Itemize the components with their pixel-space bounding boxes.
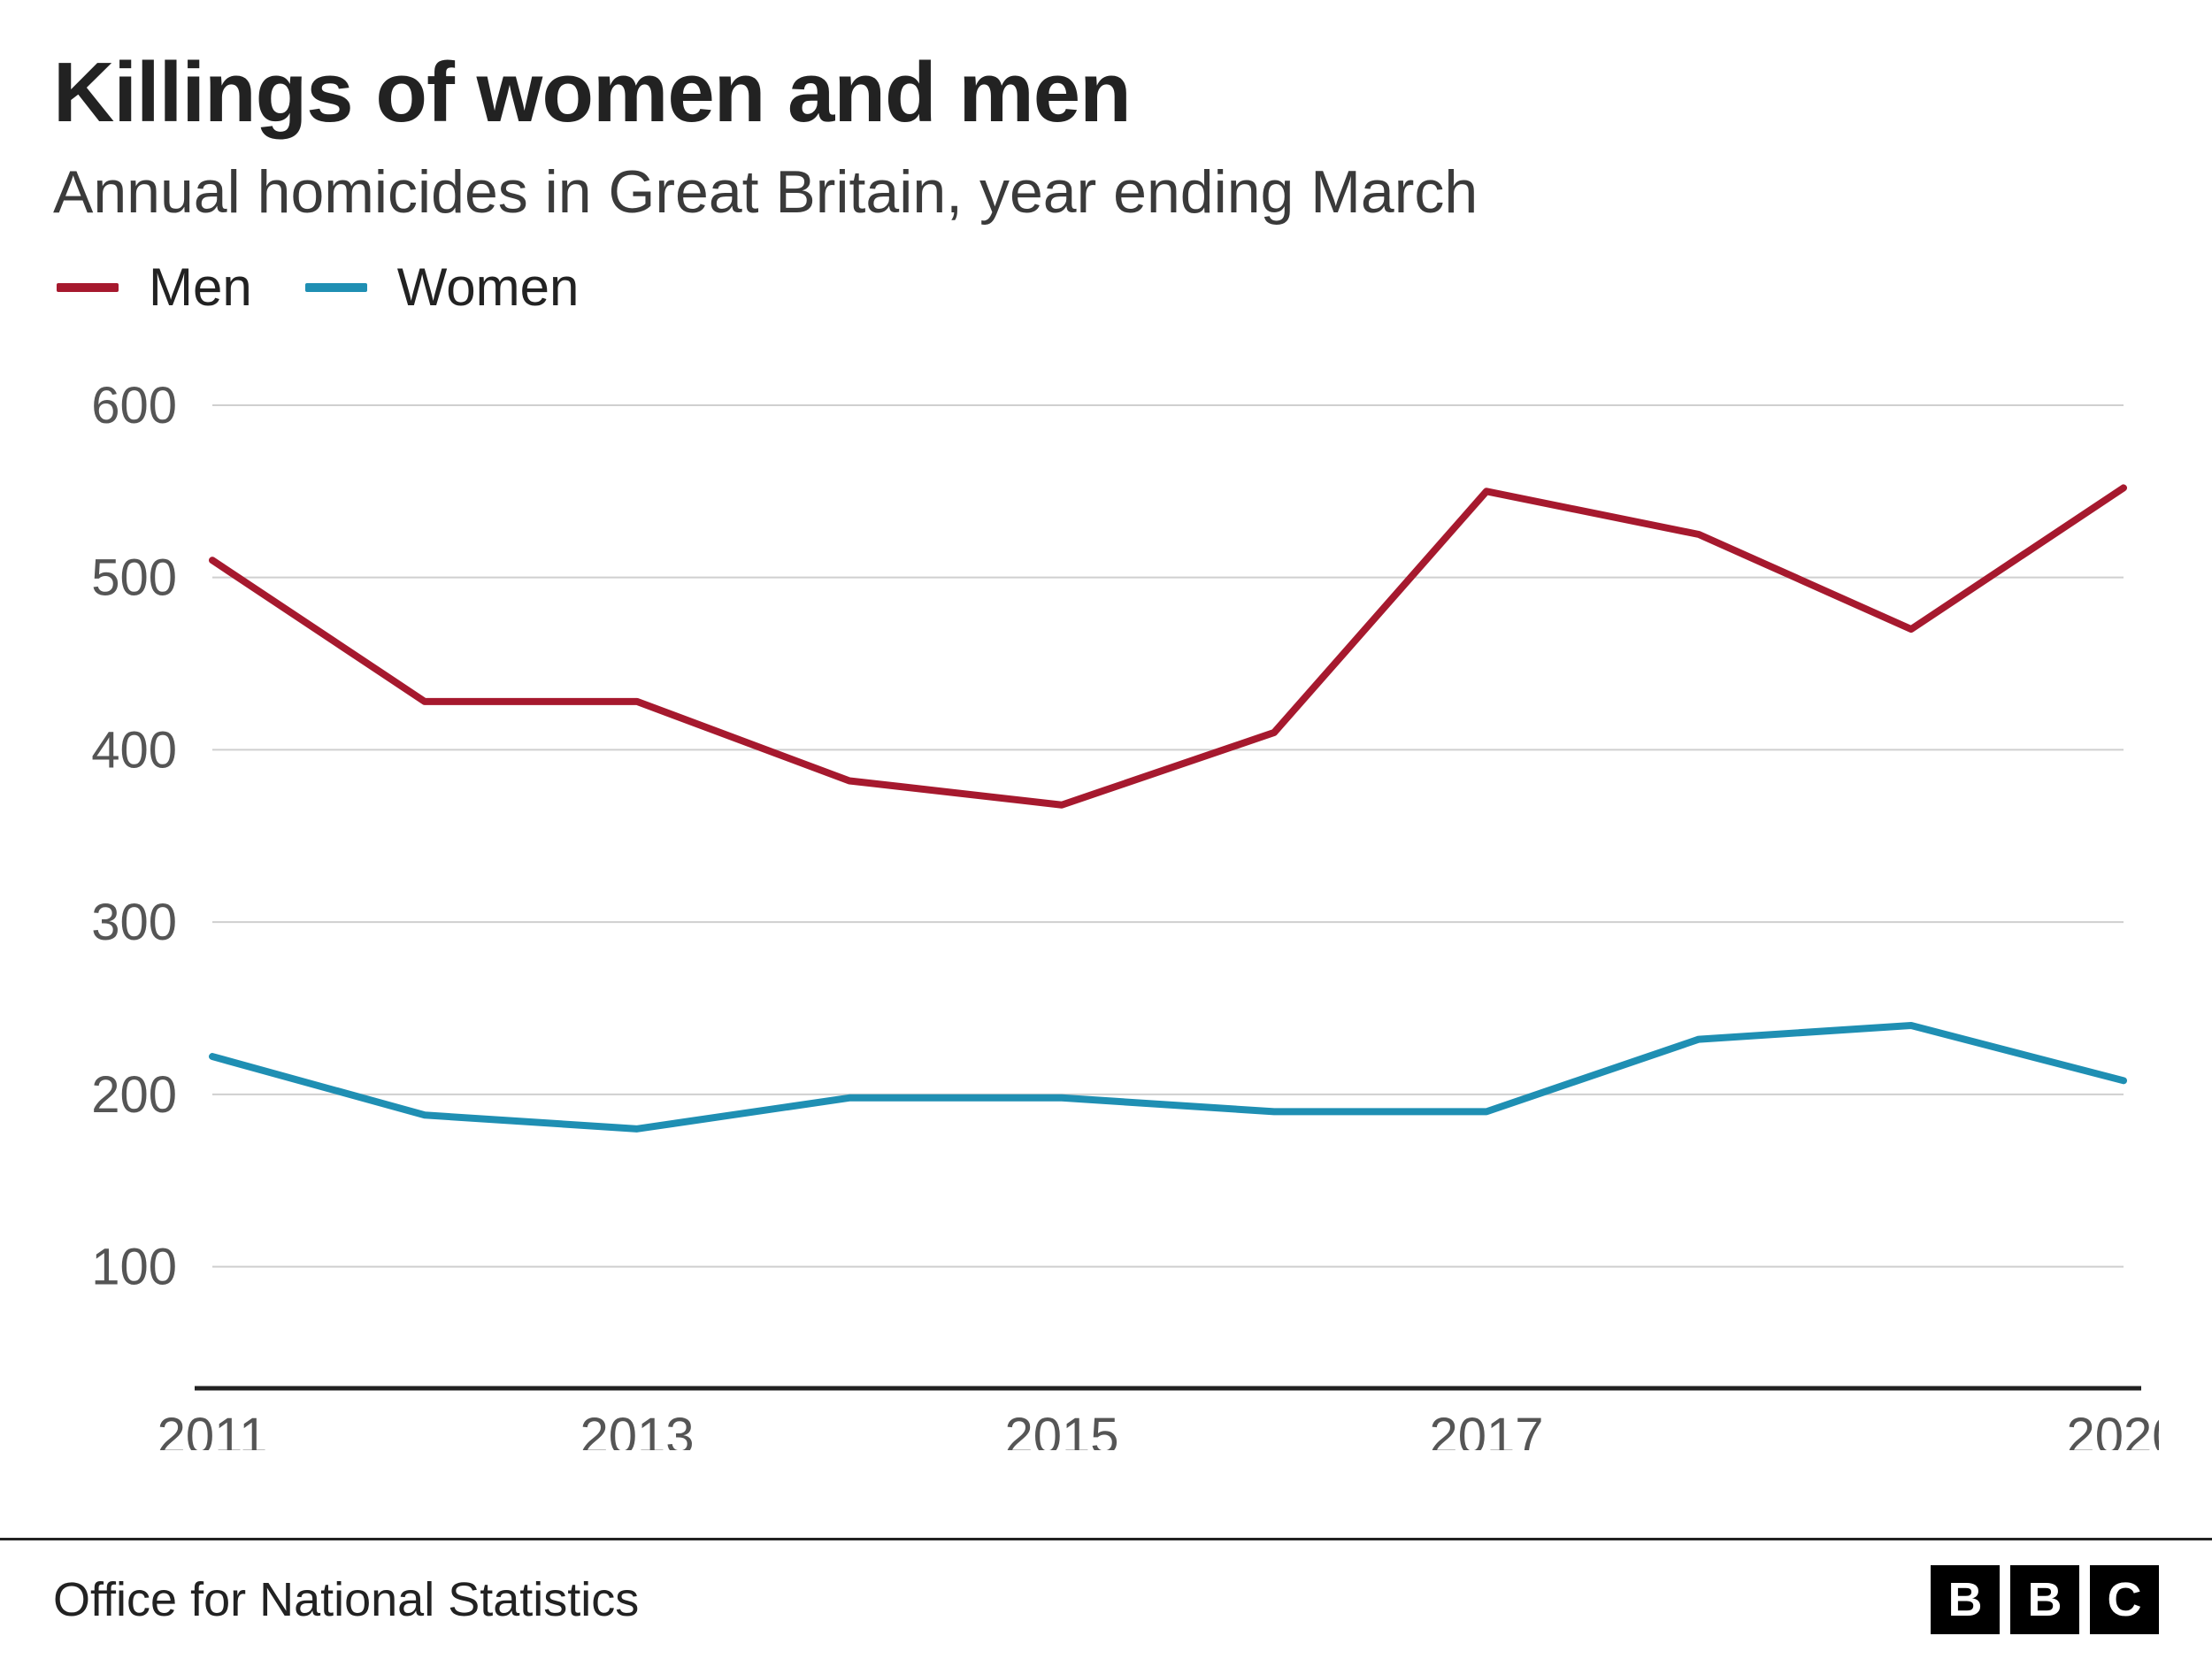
legend-label-men: Men <box>149 257 252 318</box>
x-tick-label: 2015 <box>1004 1408 1118 1450</box>
y-axis-labels: 100 200 300 400 500 600 <box>91 377 177 1296</box>
source-text: Office for National Statistics <box>53 1572 639 1627</box>
bbc-logo-box: C <box>2090 1565 2159 1634</box>
series-women <box>212 1025 2124 1129</box>
x-tick-label: 2017 <box>1429 1408 1543 1450</box>
chart-legend: Men Women <box>53 257 2159 318</box>
y-tick-label: 600 <box>91 377 177 434</box>
series-lines <box>212 488 2124 1128</box>
y-tick-label: 100 <box>91 1239 177 1296</box>
y-tick-label: 400 <box>91 721 177 779</box>
legend-item-women: Women <box>305 257 580 318</box>
legend-label-women: Women <box>397 257 580 318</box>
x-tick-label: 2020 <box>2066 1408 2159 1450</box>
chart-title: Killings of women and men <box>53 44 2159 142</box>
legend-item-men: Men <box>57 257 252 318</box>
x-tick-label: 2011 <box>157 1408 268 1450</box>
legend-swatch-women <box>305 283 367 292</box>
chart-subtitle: Annual homicides in Great Britain, year … <box>53 157 2159 227</box>
chart-container: Killings of women and men Annual homicid… <box>0 0 2212 1659</box>
x-tick-label: 2013 <box>580 1408 694 1450</box>
chart-footer: Office for National Statistics B B C <box>0 1538 2212 1659</box>
plot-svg: 100 200 300 400 500 600 2011 2013 2015 2017 2020 <box>53 353 2159 1450</box>
y-tick-label: 200 <box>91 1066 177 1124</box>
legend-swatch-men <box>57 283 119 292</box>
bbc-logo-box: B <box>2010 1565 2079 1634</box>
x-axis-labels: 2011 2013 2015 2017 2020 <box>157 1408 2159 1450</box>
series-men <box>212 488 2124 804</box>
y-grid <box>212 405 2124 1267</box>
y-tick-label: 500 <box>91 549 177 607</box>
y-tick-label: 300 <box>91 894 177 951</box>
bbc-logo-box: B <box>1931 1565 2000 1634</box>
plot-area: 100 200 300 400 500 600 2011 2013 2015 2017 2020 <box>53 353 2159 1450</box>
bbc-logo: B B C <box>1931 1565 2159 1634</box>
